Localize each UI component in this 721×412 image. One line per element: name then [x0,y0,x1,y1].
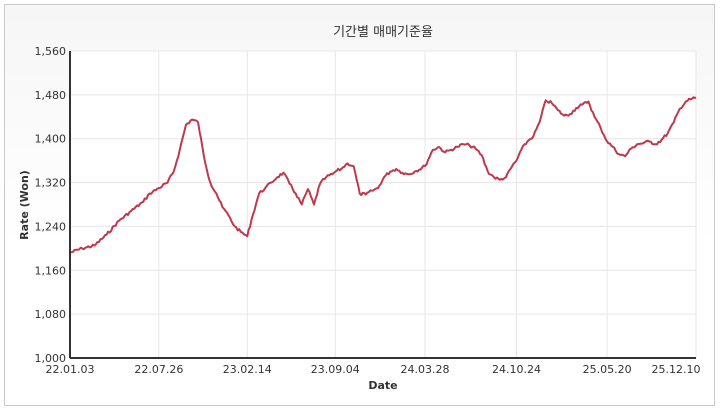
x-tick-label: 25.12.10 [652,363,701,376]
y-tick-label: 1,080 [35,308,67,321]
y-tick-label: 1,000 [35,352,67,365]
y-tick-label: 1,560 [35,45,67,58]
x-tick-label: 22.01.03 [46,363,95,376]
series-line [69,96,697,254]
x-axis-title: Date [368,379,397,392]
chart-title: 기간별 매매기준율 [333,25,433,40]
x-tick-label: 25.05.20 [583,363,632,376]
plot-area [70,51,696,358]
x-tick-label: 23.09.04 [311,363,360,376]
x-tick-label: 22.07.26 [134,363,183,376]
y-tick-label: 1,240 [35,220,67,233]
x-tick-label: 24.03.28 [401,363,450,376]
y-tick-label: 1,480 [35,89,67,102]
y-tick-labels: 1,000 1,080 1,160 1,240 1,320 1,400 1,480 1,560 [35,45,67,365]
y-tick-label: 1,400 [35,133,67,146]
y-tick-label: 1,320 [35,177,67,190]
x-tick-label: 23.02.14 [223,363,272,376]
y-tick-label: 1,160 [35,264,67,277]
y-axis-title: Rate (Won) [18,170,31,240]
x-tick-labels: 22.01.03 22.07.26 23.02.14 23.09.04 24.03.28… [46,363,701,376]
x-tick-label: 24.10.24 [492,363,541,376]
